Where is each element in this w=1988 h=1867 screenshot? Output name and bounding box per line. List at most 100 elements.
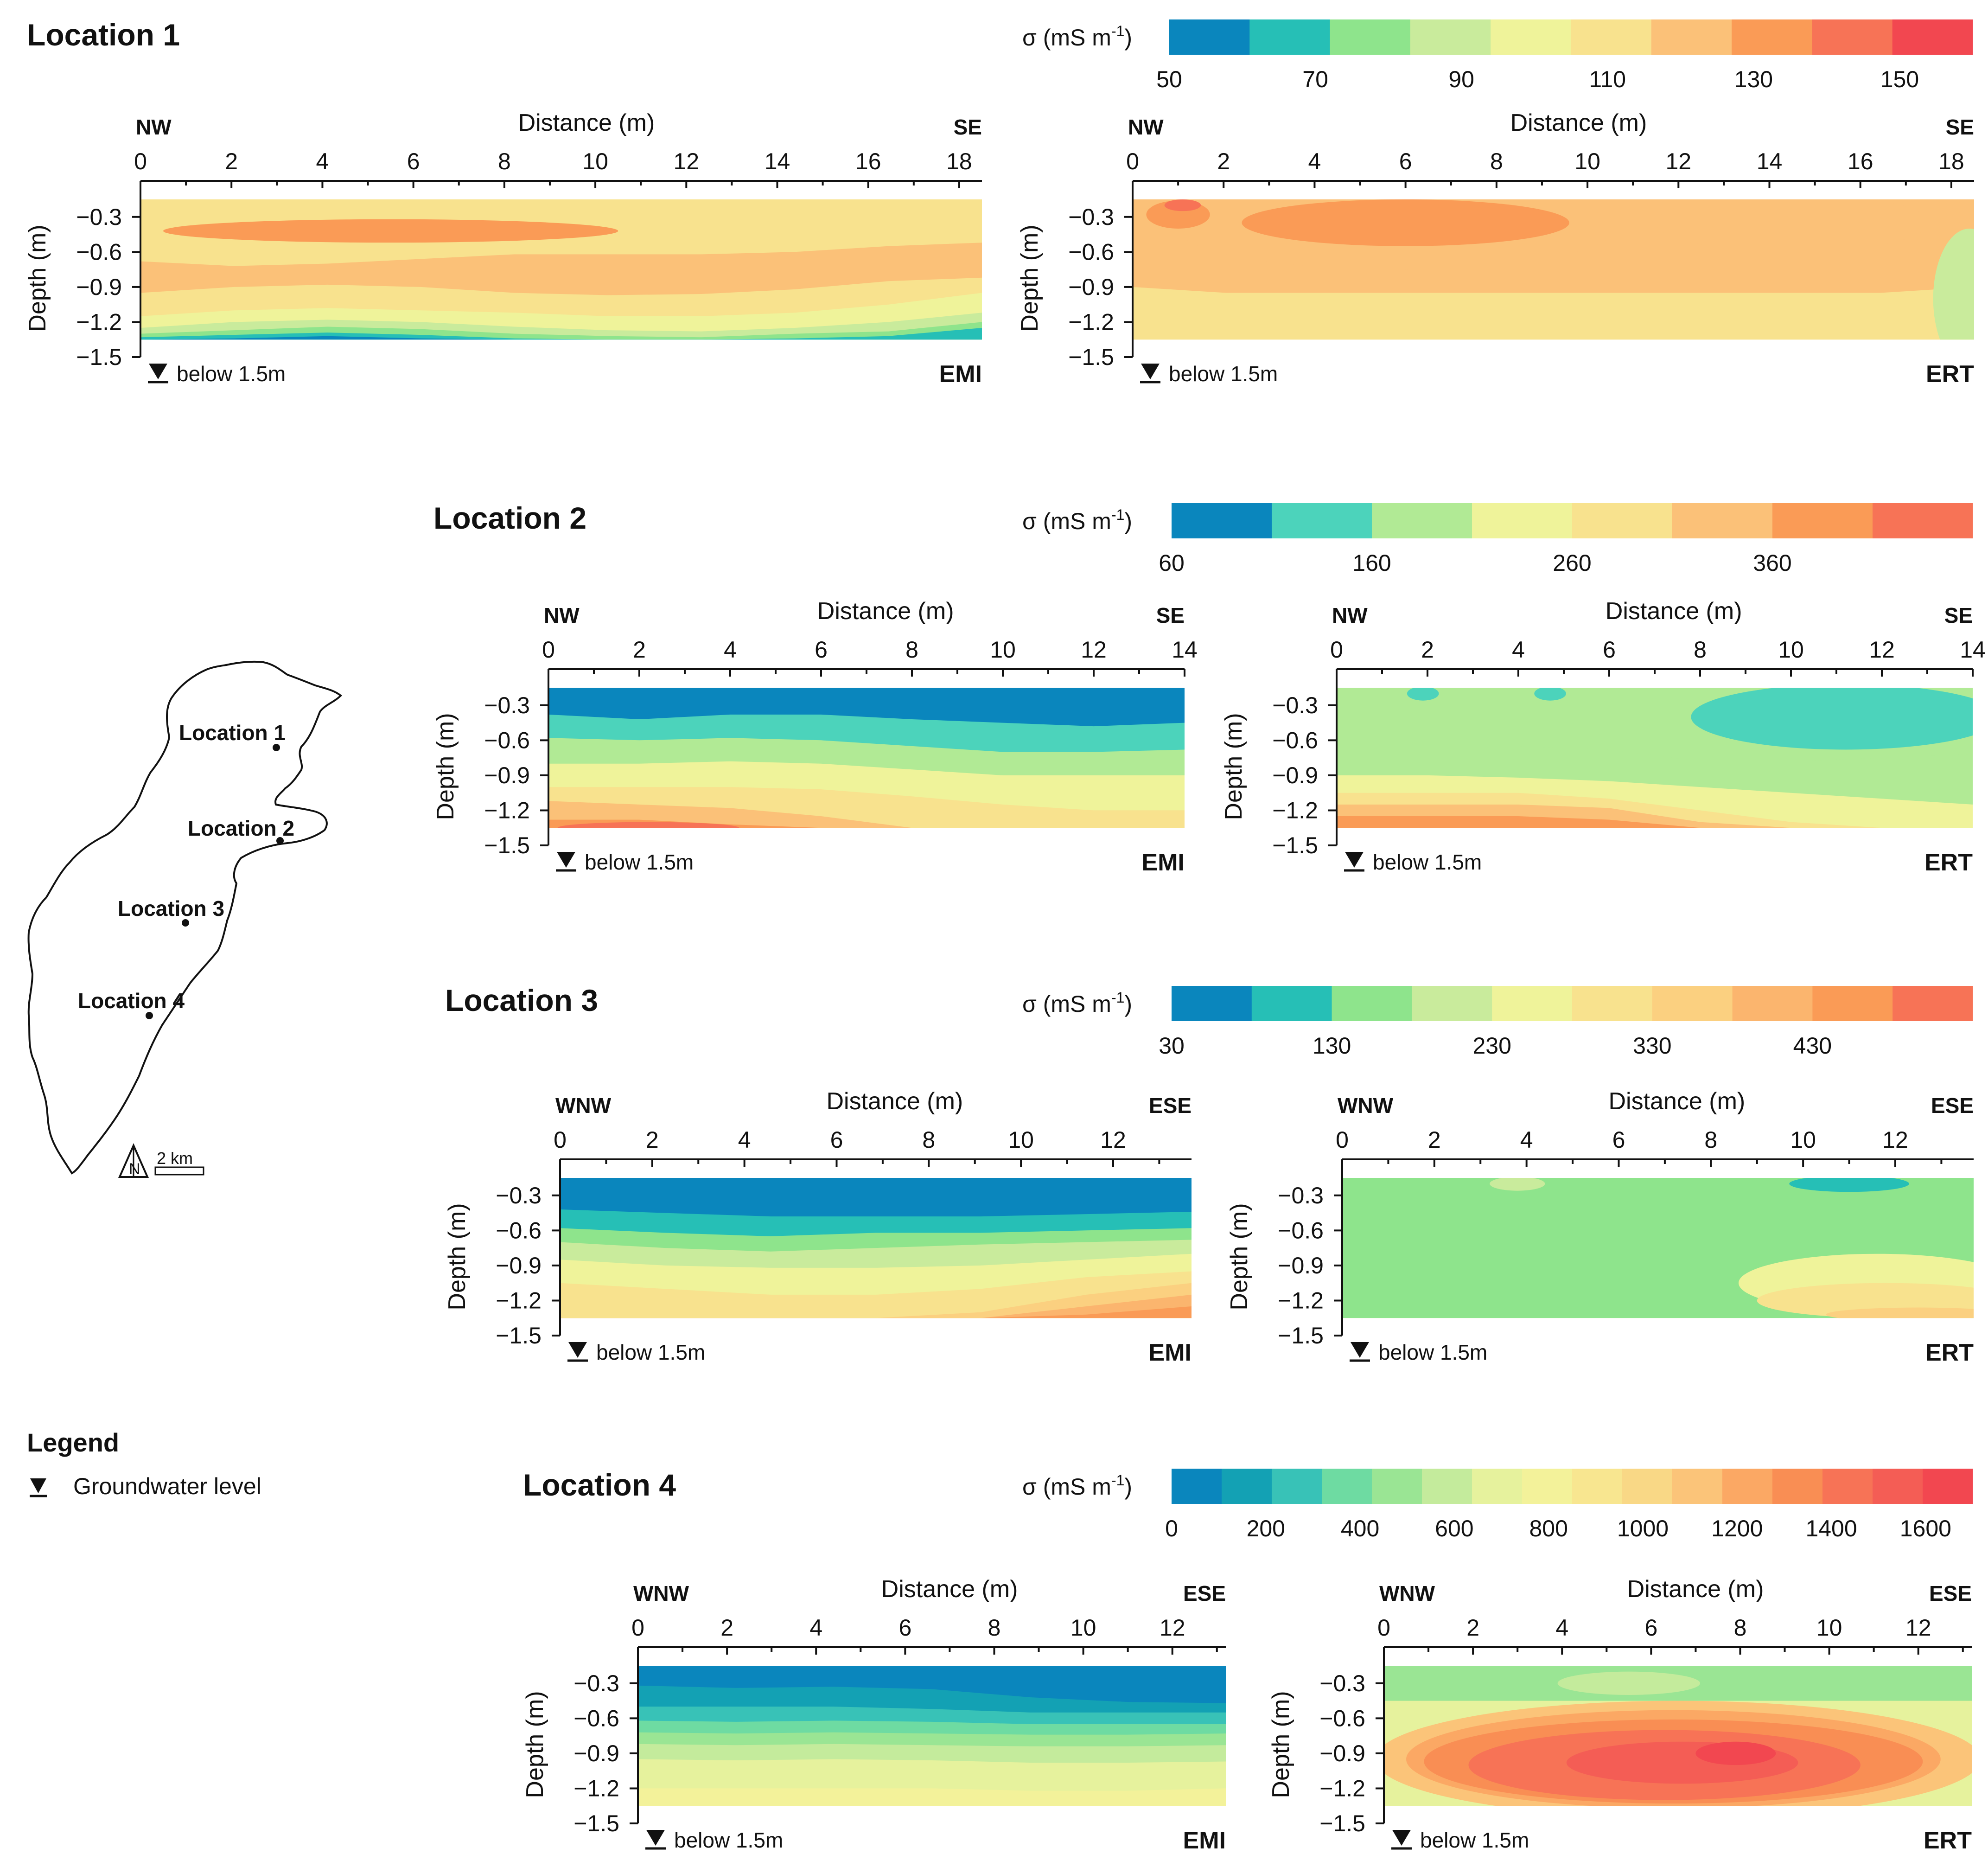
x-tick-label: 2	[1466, 1615, 1479, 1641]
colorbar-tick-label: 30	[1159, 1033, 1185, 1059]
colorbar-tick-label: 0	[1165, 1515, 1178, 1541]
colorbar-swatch	[1572, 1469, 1623, 1504]
x-tick-label: 2	[225, 148, 238, 174]
conductivity-anomaly	[1691, 688, 1973, 750]
conductivity-layer	[140, 336, 982, 340]
y-tick-label: −1.5	[1319, 1810, 1365, 1836]
y-tick-label: −0.3	[1319, 1670, 1365, 1696]
direction-right: ESE	[1183, 1581, 1226, 1605]
colorbar-swatch	[1732, 19, 1812, 55]
y-axis-title: Depth (m)	[444, 1203, 471, 1310]
groundwater-note: below 1.5m	[585, 850, 694, 874]
colorbar-swatch	[1491, 19, 1571, 55]
y-tick-label: −0.6	[1272, 727, 1318, 753]
conductivity-layer	[1133, 339, 1974, 340]
x-axis-title: Distance (m)	[1510, 109, 1647, 136]
groundwater-legend-label: Groundwater level	[73, 1473, 261, 1499]
conductivity-anomaly	[1695, 1741, 1776, 1765]
colorbar-tick-label: 1200	[1711, 1515, 1763, 1541]
y-tick-label: −0.6	[76, 239, 122, 265]
x-tick-label: 12	[1869, 637, 1895, 663]
colorbar-swatch	[1572, 986, 1653, 1021]
colorbar-swatch	[1249, 19, 1331, 55]
conductivity-anomaly	[1534, 688, 1566, 701]
conductivity-anomaly	[1789, 1178, 1909, 1192]
direction-right: SE	[1946, 115, 1974, 139]
section-fill	[140, 199, 982, 340]
colorbar-tick-label: 400	[1341, 1515, 1379, 1541]
colorbar-swatch	[1571, 19, 1652, 55]
colorbar-tick-label: 1000	[1617, 1515, 1669, 1541]
conductivity-anomaly	[1933, 229, 1974, 340]
y-tick-label: −1.5	[1068, 344, 1114, 370]
colorbar-swatch	[1892, 19, 1973, 55]
y-tick-label: −1.2	[496, 1287, 542, 1313]
colorbar-label: σ (mS m-1)	[1022, 989, 1132, 1017]
colorbar-swatch	[1572, 503, 1673, 538]
groundwater-note: below 1.5m	[1373, 850, 1482, 874]
x-tick-label: 0	[554, 1127, 567, 1153]
conductivity-anomaly	[1656, 199, 1929, 252]
groundwater-note: below 1.5m	[177, 362, 286, 386]
x-tick-label: 6	[407, 148, 420, 174]
method-label: EMI	[1183, 1827, 1226, 1854]
colorbar-swatch	[1672, 1469, 1723, 1504]
y-tick-label: −1.5	[496, 1323, 542, 1349]
conductivity-anomaly	[1940, 1669, 1972, 1697]
x-tick-label: 2	[1428, 1127, 1441, 1153]
conductivity-layer	[1337, 816, 1973, 828]
colorbar-swatch	[1272, 503, 1372, 538]
x-tick-label: 10	[1008, 1127, 1034, 1153]
groundwater-note: below 1.5m	[674, 1828, 783, 1852]
colorbar-tick-label: 70	[1302, 66, 1328, 92]
conductivity-layer	[1384, 1806, 1972, 1815]
x-tick-label: 4	[1308, 148, 1321, 174]
conductivity-anomaly	[1397, 1669, 1531, 1693]
groundwater-note: below 1.5m	[596, 1340, 705, 1364]
x-tick-label: 4	[1512, 637, 1525, 663]
north-arrow-label: N	[129, 1160, 140, 1178]
colorbar-label: σ (mS m-1)	[1022, 506, 1132, 534]
x-tick-label: 0	[1126, 148, 1139, 174]
y-tick-label: −0.3	[1272, 692, 1318, 718]
colorbar-swatch	[1812, 986, 1893, 1021]
method-label: ERT	[1924, 1827, 1972, 1854]
section-fill	[1337, 688, 1973, 828]
direction-right: ESE	[1931, 1093, 1974, 1118]
location-2-ert-panel: 0 2 4 6 8 10 12 14 −0.3 −0.6 −0.9 −1.2 −1.5 Distance …	[1220, 598, 1986, 876]
x-tick-label: 10	[1070, 1615, 1096, 1641]
x-tick-label: 4	[809, 1615, 822, 1641]
y-tick-label: −0.9	[76, 274, 122, 300]
conductivity-layer	[560, 1318, 1192, 1327]
map-scale-label: 2 km	[157, 1149, 193, 1168]
method-label: ERT	[1924, 849, 1973, 876]
location-3-ert-panel: 0 2 4 6 8 10 12 −0.3 −0.6 −0.9 −1.2 −1.5 Distance (m…	[1226, 1088, 1974, 1366]
colorbar-swatch	[1412, 986, 1492, 1021]
x-tick-label: 12	[1665, 148, 1691, 174]
x-tick-label: 16	[1848, 148, 1873, 174]
y-axis-title: Depth (m)	[1220, 713, 1247, 820]
y-tick-label: −0.6	[1278, 1217, 1324, 1243]
colorbar-tick-label: 430	[1793, 1033, 1832, 1059]
direction-left: WNW	[1379, 1581, 1435, 1605]
x-tick-label: 0	[134, 148, 147, 174]
direction-right: SE	[1156, 603, 1185, 627]
x-tick-label: 14	[1172, 637, 1198, 663]
colorbar-tick-label: 800	[1529, 1515, 1567, 1541]
x-tick-label: 10	[990, 637, 1016, 663]
y-tick-label: −0.6	[484, 727, 530, 753]
location-2-emi-panel: 0 2 4 6 8 10 12 14 −0.3 −0.6 −0.9 −1.2 −1.5 Distance …	[432, 598, 1198, 876]
groundwater-symbol	[1392, 1830, 1411, 1846]
colorbar-swatch	[1652, 986, 1733, 1021]
conductivity-anomaly	[1407, 688, 1439, 701]
x-tick-label: 14	[1757, 148, 1783, 174]
location-1-ert-panel: 0 2 4 6 8 10 12 14 16 18 −0.3 −0.6 −0.9 −1.2 −1.5 Dista…	[1016, 109, 1974, 388]
colorbar-swatch	[1472, 503, 1573, 538]
y-tick-label: −1.2	[1272, 797, 1318, 823]
direction-left: WNW	[633, 1581, 689, 1605]
x-axis-title: Distance (m)	[1627, 1576, 1764, 1603]
x-tick-label: 0	[1336, 1127, 1349, 1153]
colorbar-tick-label: 60	[1159, 550, 1185, 576]
conductivity-layer	[560, 1283, 1192, 1318]
x-axis-title: Distance (m)	[518, 109, 655, 136]
